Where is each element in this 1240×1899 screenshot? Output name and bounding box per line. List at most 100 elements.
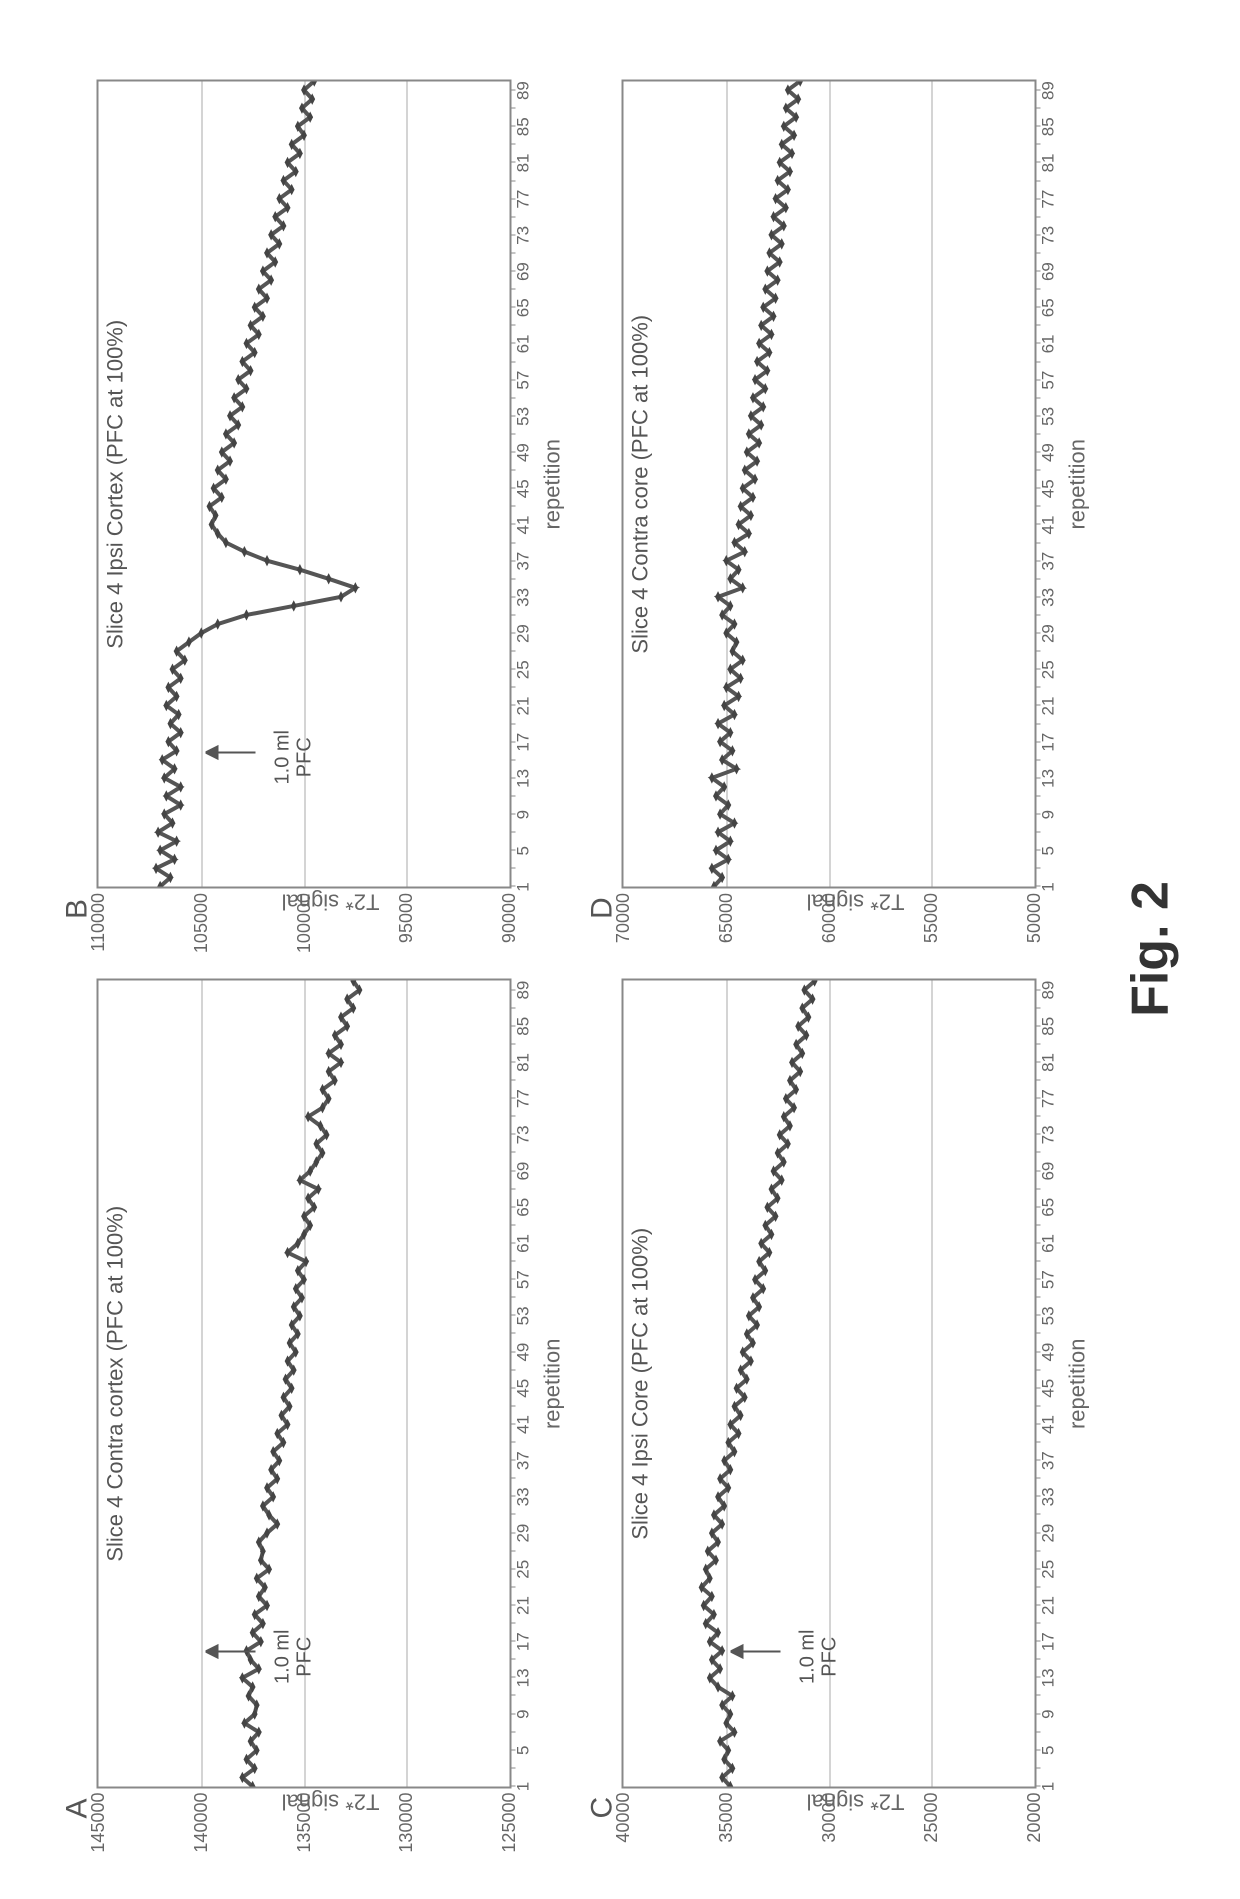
plot-area: Slice 4 Contra cortex (PFC at 100%)12500…	[97, 979, 512, 1789]
xtick-label: 9	[510, 810, 534, 819]
xtick-label: 1	[1035, 882, 1059, 891]
annotation-label: 1.0 mlPFC	[271, 730, 315, 784]
xtick-mark	[510, 415, 516, 416]
xtick-label: 9	[1035, 810, 1059, 819]
chart-title: Slice 4 Contra cortex (PFC at 100%)	[103, 981, 129, 1787]
xtick-label: 65	[1035, 1198, 1059, 1217]
xtick-mark	[510, 524, 516, 525]
xtick-mark	[510, 126, 516, 127]
ylabel: T2* signal	[622, 889, 1091, 919]
xtick-label: 89	[510, 981, 534, 1000]
xtick-mark	[1035, 415, 1041, 416]
xtick-mark	[1035, 1496, 1041, 1497]
xtick-mark	[1035, 1749, 1041, 1750]
xtick-label: 65	[1035, 298, 1059, 317]
xtick-mark	[1035, 1007, 1041, 1008]
xtick-label: 25	[1035, 660, 1059, 679]
xtick-label: 33	[510, 1487, 534, 1506]
xtick-mark	[510, 1387, 516, 1388]
ytick-label: 25000	[921, 1787, 942, 1843]
panel-d: DT2* signalSlice 4 Contra core (PFC at 1…	[586, 80, 1091, 920]
xtick-mark	[1035, 850, 1041, 851]
xtick-mark	[1035, 560, 1041, 561]
xtick-mark	[1035, 1695, 1041, 1696]
xtick-label: 57	[510, 371, 534, 390]
ytick-label: 100000	[294, 887, 315, 953]
xtick-label: 29	[510, 624, 534, 643]
xtick-label: 69	[1035, 1162, 1059, 1181]
xtick-label: 1	[510, 1782, 534, 1791]
xtick-label: 37	[1035, 1451, 1059, 1470]
xtick-mark	[510, 669, 516, 670]
xtick-mark	[510, 433, 516, 434]
xtick-mark	[1035, 307, 1041, 308]
xtick-mark	[510, 1333, 516, 1334]
xtick-label: 29	[1035, 624, 1059, 643]
xtick-label: 69	[510, 262, 534, 281]
xtick-mark	[510, 343, 516, 344]
xtick-mark	[1035, 1152, 1041, 1153]
xtick-label: 9	[1035, 1709, 1059, 1718]
xtick-mark	[510, 578, 516, 579]
xtick-mark	[1035, 578, 1041, 579]
xtick-mark	[510, 1170, 516, 1171]
xtick-mark	[1035, 1297, 1041, 1298]
xtick-mark	[510, 271, 516, 272]
xtick-label: 17	[1035, 1632, 1059, 1651]
xtick-label: 85	[1035, 117, 1059, 136]
xtick-mark	[510, 1623, 516, 1624]
xtick-mark	[1035, 614, 1041, 615]
xtick-mark	[1035, 1550, 1041, 1551]
xtick-mark	[1035, 289, 1041, 290]
xtick-mark	[1035, 361, 1041, 362]
ytick-label: 95000	[396, 887, 417, 943]
xtick-label: 17	[510, 1632, 534, 1651]
xtick-mark	[1035, 796, 1041, 797]
xtick-mark	[510, 1460, 516, 1461]
xtick-label: 29	[1035, 1524, 1059, 1543]
xtick-mark	[510, 1786, 516, 1787]
xtick-mark	[1035, 1224, 1041, 1225]
xtick-mark	[510, 506, 516, 507]
plot-area: Slice 4 Ipsi Core (PFC at 100%)200002500…	[622, 979, 1037, 1789]
xtick-mark	[1035, 886, 1041, 887]
xtick-mark	[510, 1152, 516, 1153]
xtick-label: 73	[510, 226, 534, 245]
xtick-mark	[510, 397, 516, 398]
xtick-mark	[1035, 1442, 1041, 1443]
ylabel: T2* signal	[97, 889, 566, 919]
panel-b: BT2* signalSlice 4 Ipsi Cortex (PFC at 1…	[61, 80, 566, 920]
xtick-mark	[1035, 1134, 1041, 1135]
panel-c: CT2* signalSlice 4 Ipsi Core (PFC at 100…	[586, 979, 1091, 1819]
xtick-mark	[510, 1206, 516, 1207]
xtick-mark	[510, 1315, 516, 1316]
xtick-mark	[1035, 1333, 1041, 1334]
data-trace	[624, 82, 1035, 888]
annotation-label: 1.0 mlPFC	[271, 1630, 315, 1684]
xtick-mark	[1035, 1188, 1041, 1189]
xtick-label: 21	[1035, 697, 1059, 716]
xtick-label: 81	[510, 1053, 534, 1072]
xtick-mark	[510, 814, 516, 815]
xtick-mark	[1035, 126, 1041, 127]
panel-letter: B	[61, 80, 95, 920]
xtick-mark	[1035, 90, 1041, 91]
xtick-label: 45	[1035, 1379, 1059, 1398]
xtick-mark	[510, 216, 516, 217]
xtick-mark	[510, 252, 516, 253]
xtick-label: 13	[510, 1668, 534, 1687]
xtick-label: 61	[510, 1234, 534, 1253]
ylabel: T2* signal	[622, 1789, 1091, 1819]
ytick-label: 70000	[613, 887, 634, 943]
xtick-mark	[1035, 325, 1041, 326]
xtick-label: 85	[510, 117, 534, 136]
xtick-mark	[510, 1641, 516, 1642]
xtick-label: 17	[510, 733, 534, 752]
xtick-mark	[510, 1532, 516, 1533]
xtick-label: 13	[510, 769, 534, 788]
xtick-mark	[1035, 814, 1041, 815]
ytick-label: 110000	[88, 887, 109, 952]
xtick-label: 33	[1035, 588, 1059, 607]
ytick-label: 130000	[396, 1787, 417, 1853]
xtick-mark	[1035, 1242, 1041, 1243]
